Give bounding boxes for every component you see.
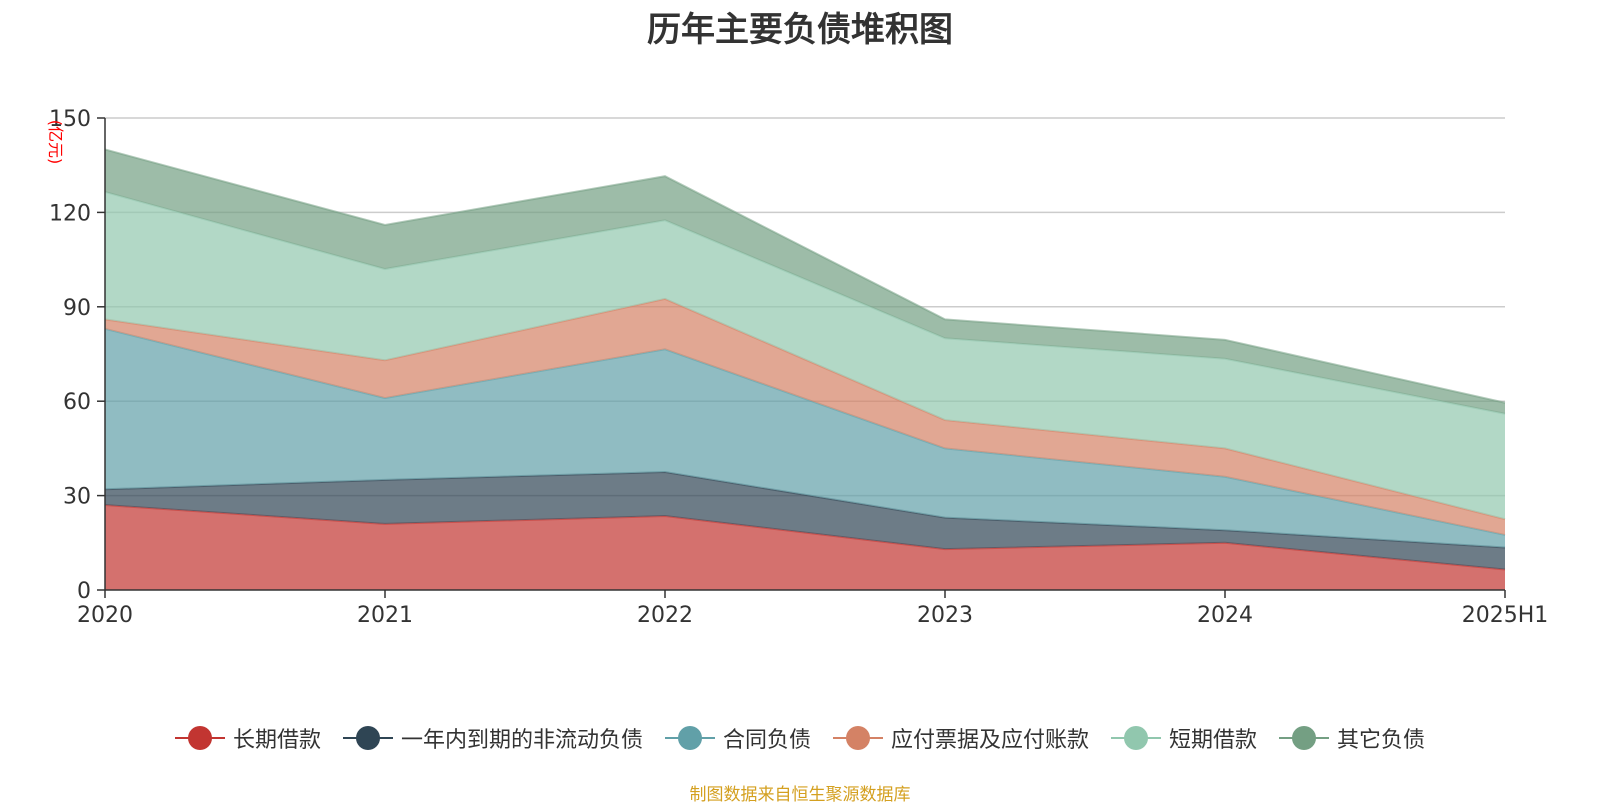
area-series-4	[105, 298, 1505, 535]
x-tick-label: 2024	[1197, 603, 1253, 628]
series-line-6	[104, 148, 1506, 404]
area-series-1	[105, 505, 1505, 590]
area-series-5	[105, 191, 1505, 520]
y-tick-label: 90	[63, 296, 91, 321]
source-note: 制图数据来自恒生聚源数据库	[689, 785, 911, 805]
y-tick-label: 30	[63, 485, 91, 510]
x-tick-label: 2023	[917, 603, 973, 628]
legend-marker-icon	[1279, 725, 1330, 751]
series-line-5	[104, 190, 1506, 415]
y-tick-label: 120	[49, 201, 91, 226]
legend-item-4[interactable]: 应付票据及应付账款	[833, 722, 1089, 754]
area-series-6	[105, 149, 1505, 414]
y-tick-label: 150	[49, 107, 91, 132]
area-series-2	[105, 472, 1505, 570]
legend-item-6[interactable]: 其它负债	[1279, 722, 1425, 754]
legend-marker-icon	[342, 725, 393, 751]
legend-item-3[interactable]: 合同负债	[664, 722, 811, 754]
legend-marker-icon	[1111, 725, 1162, 751]
y-tick-label: 60	[63, 390, 91, 415]
legend-label: 短期借款	[1169, 728, 1258, 753]
legend-marker-icon	[664, 725, 715, 751]
legend-item-5[interactable]: 短期借款	[1111, 722, 1257, 754]
x-tick-label: 2025H1	[1462, 603, 1549, 628]
stacked-area-chart: 0 30 60 90 120 150 2020 2021 2022 2023 2024 2025H1 (…	[46, 107, 1549, 628]
legend-marker-icon	[833, 725, 883, 751]
legend-label: 其它负债	[1337, 728, 1426, 753]
x-tick-label: 2022	[637, 603, 693, 628]
legend-label: 应付票据及应付账款	[891, 728, 1090, 753]
x-tick-label: 2020	[77, 603, 133, 628]
chart-title: 历年主要负债堆积图	[647, 10, 953, 50]
y-axis-unit: (亿元)	[46, 120, 65, 165]
legend-item-1[interactable]: 长期借款	[174, 722, 321, 754]
x-tick-label: 2021	[357, 603, 413, 628]
area-series-3	[105, 328, 1505, 548]
legend-item-2[interactable]: 一年内到期的非流动负债	[342, 722, 643, 754]
legend-label: 一年内到期的非流动负债	[400, 728, 643, 753]
legend-marker-icon	[174, 725, 225, 751]
y-tick-label: 0	[77, 579, 91, 604]
legend-label: 长期借款	[232, 728, 321, 753]
legend-label: 合同负债	[722, 728, 811, 753]
chart-legend: 长期借款 一年内到期的非流动负债 合同负债 应付票据及应付账款 短期借款 其它负债	[0, 718, 1600, 758]
